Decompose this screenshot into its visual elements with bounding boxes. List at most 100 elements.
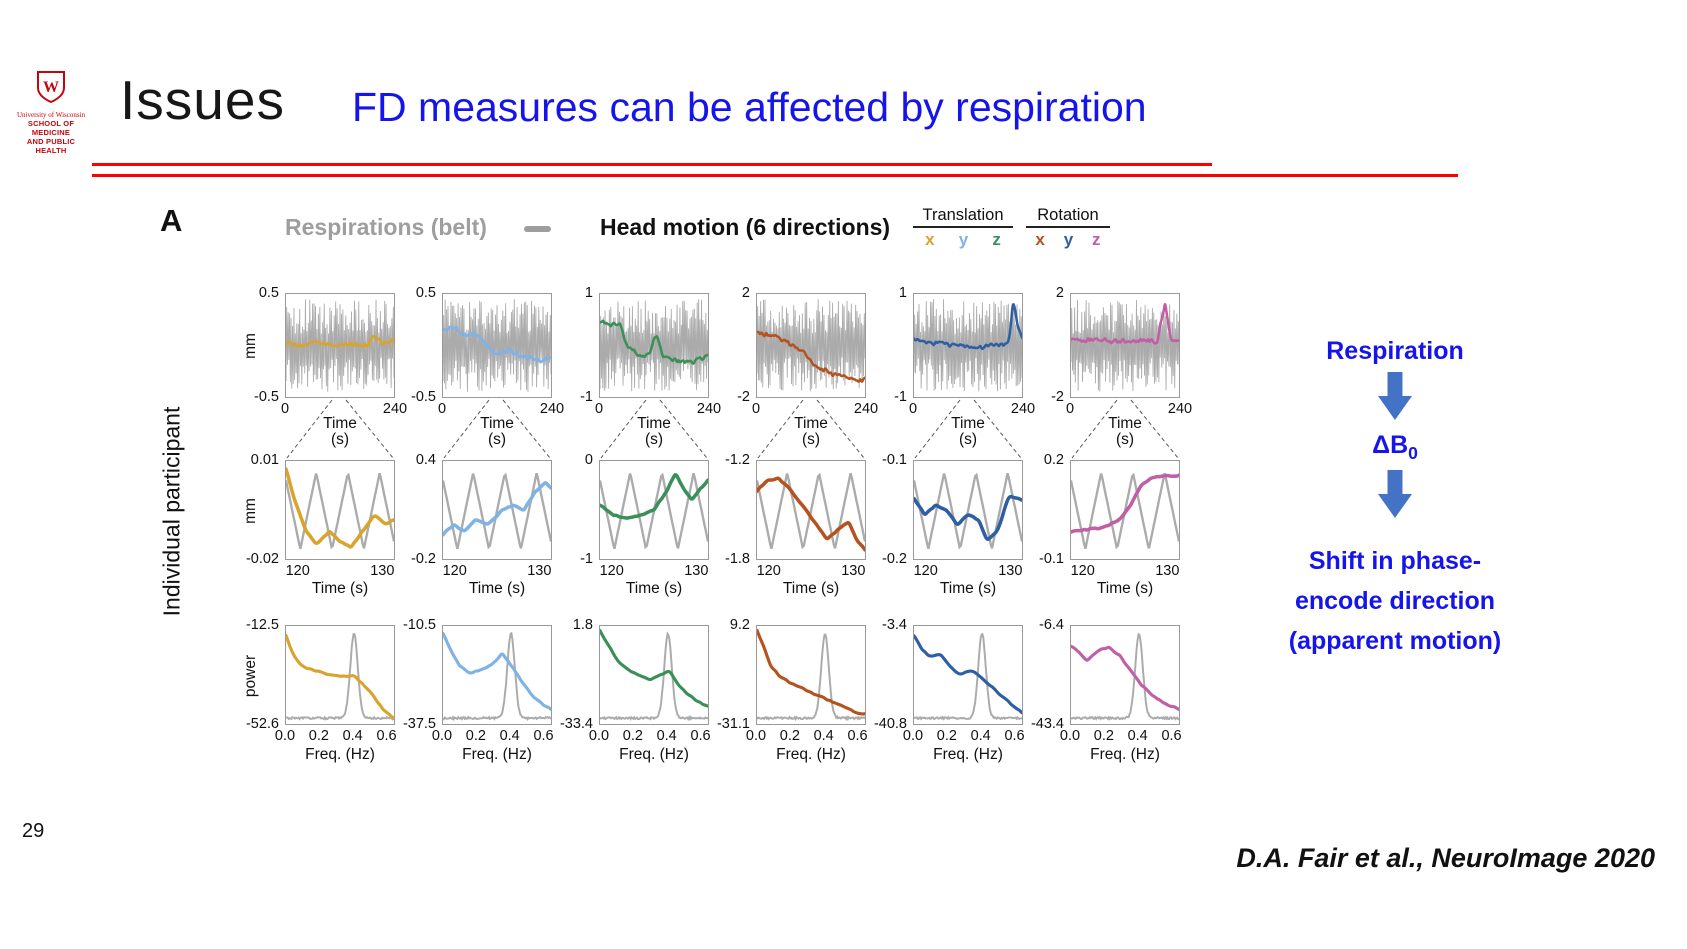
y-axis-label: mm	[242, 498, 259, 524]
x-tick-label: 0.0	[902, 728, 924, 744]
motion-trace	[443, 631, 551, 711]
y-max-label: 0	[584, 452, 593, 468]
slide-subtitle: FD measures can be affected by respirati…	[352, 84, 1147, 130]
y-min-label: -43.4	[1030, 716, 1064, 732]
divider-line-bottom	[92, 174, 1458, 177]
x-axis-label: Time (s)	[939, 580, 997, 597]
slide-page-number: 29	[22, 820, 45, 842]
x-axis-label: Freq. (Hz)	[776, 746, 846, 763]
x-tick-label: 0.2	[308, 728, 329, 744]
legend-translation-group: Translation x y z	[913, 206, 1013, 250]
legend-axis-letter: y	[958, 229, 969, 249]
flow-shift-line3: (apparent motion)	[1288, 627, 1502, 655]
y-max-label: 1	[584, 285, 593, 301]
chart-panel	[913, 625, 1023, 725]
x-tick-label: 0	[1065, 401, 1075, 417]
uw-crest-icon: W	[37, 71, 65, 104]
respiration-trace	[286, 472, 394, 550]
y-max-label: 0.4	[415, 452, 436, 468]
x-tick-label: 0.4	[1127, 728, 1148, 744]
y-min-label: -0.02	[245, 551, 279, 567]
chart-panel	[756, 293, 866, 398]
y-max-label: 2	[741, 285, 750, 301]
translation-axis-letters: x y z	[913, 230, 1013, 250]
x-axis-label: Time (s)	[468, 580, 526, 597]
figure-side-label: Individual participant	[158, 406, 185, 617]
y-max-label: -12.5	[245, 617, 279, 633]
x-tick-label: 240	[1010, 401, 1036, 417]
x-axis-label: (s)	[801, 431, 821, 448]
chart-svg	[757, 628, 865, 722]
flow-shift-line2: encode direction	[1294, 587, 1496, 615]
y-min-label: -2	[737, 389, 750, 405]
y-min-label: -2	[1051, 389, 1064, 405]
y-max-label: 9.2	[729, 617, 750, 633]
y-axis-label: power	[242, 654, 259, 698]
chart-panel	[599, 293, 709, 398]
legend-underline	[913, 226, 1013, 228]
x-axis-label: Time	[1108, 415, 1142, 432]
zoom-connector	[914, 399, 1022, 459]
chart-svg	[443, 631, 551, 722]
respiration-trace	[757, 299, 865, 392]
chart-svg	[914, 472, 1022, 550]
legend-axis-letter: x	[1035, 229, 1045, 249]
y-max-label: 1.8	[572, 617, 593, 633]
y-max-label: 0.01	[250, 452, 279, 468]
respiration-trace	[600, 299, 708, 392]
chart-svg	[286, 632, 394, 721]
x-tick-label: 120	[442, 563, 467, 579]
chart-panel	[913, 460, 1023, 560]
x-tick-label: 0.2	[936, 728, 957, 744]
motion-trace	[443, 481, 551, 537]
motion-trace	[1071, 644, 1179, 711]
x-tick-label: 0.4	[499, 728, 520, 744]
y-min-label: -37.5	[402, 716, 436, 732]
y-axis-label: mm	[242, 333, 259, 359]
respiration-trace	[286, 632, 394, 721]
chart-panel	[442, 460, 552, 560]
legend-underline	[1026, 226, 1110, 228]
x-axis-label: Time (s)	[625, 580, 683, 597]
x-tick-label: 0.6	[533, 728, 554, 744]
x-tick-label: 0.4	[656, 728, 677, 744]
y-min-label: -1	[580, 389, 593, 405]
zoom-connector	[443, 399, 551, 459]
x-tick-label: 0.4	[970, 728, 991, 744]
y-max-label: -1.2	[725, 452, 750, 468]
motion-trace	[1071, 303, 1179, 345]
x-tick-label: 130	[370, 563, 395, 579]
chart-svg	[600, 299, 708, 392]
x-tick-label: 120	[756, 563, 781, 579]
legend-rotation-label: Rotation	[1037, 206, 1099, 224]
chart-svg	[757, 299, 865, 392]
x-axis-label: Time (s)	[782, 580, 840, 597]
chart-panel	[1070, 625, 1180, 725]
x-tick-label: 0.4	[342, 728, 363, 744]
logo-org-name: University of Wisconsin	[16, 111, 86, 119]
zoom-connector	[1071, 399, 1179, 459]
uw-logo: W University of Wisconsin SCHOOL OF MEDI…	[12, 70, 90, 155]
delta-b-subscript: 0	[1408, 443, 1418, 463]
y-min-label: -52.6	[245, 716, 279, 732]
y-min-label: -40.8	[873, 716, 907, 732]
x-axis-label: Time	[480, 415, 514, 432]
chart-panel	[285, 293, 395, 398]
delta-b-text: ΔB	[1372, 431, 1409, 459]
x-axis-label: (s)	[487, 431, 507, 448]
y-max-label: -6.4	[1039, 617, 1064, 633]
x-tick-label: 0	[594, 401, 604, 417]
x-axis-label: Time	[951, 415, 985, 432]
page-title: Issues	[120, 69, 285, 131]
x-tick-label: 0.6	[847, 728, 868, 744]
x-tick-label: 240	[853, 401, 879, 417]
x-axis-label: Time	[794, 415, 828, 432]
motion-trace	[286, 334, 394, 349]
chart-panel	[285, 460, 395, 560]
respiration-trace	[914, 632, 1022, 721]
zoom-connector	[600, 399, 708, 459]
x-tick-label: 240	[696, 401, 722, 417]
y-max-label: 2	[1055, 285, 1064, 301]
